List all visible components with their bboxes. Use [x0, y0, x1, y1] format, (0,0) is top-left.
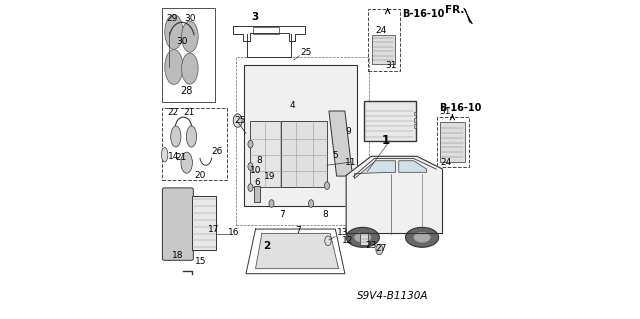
Polygon shape — [329, 111, 353, 176]
Ellipse shape — [186, 126, 196, 147]
Ellipse shape — [167, 19, 181, 45]
Text: 31: 31 — [440, 107, 451, 116]
Bar — [244, 65, 357, 206]
Ellipse shape — [308, 200, 314, 207]
Text: 17: 17 — [208, 225, 220, 234]
Ellipse shape — [346, 227, 380, 247]
Text: 29: 29 — [166, 14, 178, 23]
Text: 3: 3 — [252, 12, 259, 22]
Text: 15: 15 — [195, 257, 207, 266]
Ellipse shape — [181, 152, 193, 173]
Text: 21: 21 — [184, 108, 195, 117]
Text: 30: 30 — [176, 37, 188, 46]
Text: 24: 24 — [376, 26, 387, 34]
Bar — [369, 9, 400, 71]
Text: 8: 8 — [256, 156, 262, 165]
Text: 23: 23 — [365, 241, 377, 250]
Text: 30: 30 — [184, 14, 196, 23]
Text: 14: 14 — [168, 152, 179, 161]
Text: 10: 10 — [250, 166, 261, 175]
Bar — [253, 27, 279, 34]
Text: 20: 20 — [194, 171, 205, 180]
Bar — [162, 8, 215, 102]
Text: 4: 4 — [289, 101, 295, 110]
Bar — [414, 112, 416, 115]
Bar — [414, 124, 416, 128]
Text: 26: 26 — [211, 147, 222, 156]
Ellipse shape — [184, 57, 196, 80]
Text: 2: 2 — [263, 241, 271, 251]
Text: 25: 25 — [300, 48, 312, 57]
Ellipse shape — [182, 53, 198, 84]
Text: 5: 5 — [332, 151, 338, 160]
Ellipse shape — [248, 140, 253, 148]
Ellipse shape — [233, 114, 242, 127]
Text: 11: 11 — [344, 158, 356, 167]
Polygon shape — [255, 234, 339, 269]
Bar — [250, 121, 310, 187]
Text: B-16-10: B-16-10 — [403, 9, 445, 19]
Text: 19: 19 — [264, 172, 275, 181]
Text: 25: 25 — [234, 116, 245, 125]
Polygon shape — [346, 156, 442, 234]
Text: 7: 7 — [296, 226, 301, 235]
Bar — [193, 196, 216, 250]
Text: 7: 7 — [280, 210, 285, 219]
Text: 8: 8 — [323, 210, 328, 219]
Ellipse shape — [171, 126, 181, 147]
Text: 6: 6 — [254, 178, 260, 187]
Text: FR.: FR. — [445, 5, 464, 15]
Ellipse shape — [248, 163, 253, 170]
Bar — [372, 35, 395, 64]
Ellipse shape — [184, 25, 196, 49]
Text: 22: 22 — [168, 108, 179, 117]
Ellipse shape — [355, 232, 371, 242]
Bar — [440, 122, 465, 162]
Ellipse shape — [164, 14, 183, 49]
Bar — [414, 118, 416, 122]
Text: 13: 13 — [337, 228, 348, 237]
FancyBboxPatch shape — [163, 188, 193, 260]
Bar — [437, 117, 468, 167]
Ellipse shape — [376, 244, 383, 255]
Polygon shape — [399, 161, 426, 172]
Ellipse shape — [269, 200, 274, 207]
Text: 18: 18 — [172, 251, 184, 260]
Text: 12: 12 — [342, 236, 353, 245]
Ellipse shape — [324, 182, 330, 189]
Ellipse shape — [182, 21, 198, 52]
Bar — [281, 121, 327, 187]
Bar — [360, 232, 369, 245]
Bar — [162, 108, 227, 180]
Ellipse shape — [406, 227, 438, 247]
Text: 28: 28 — [180, 86, 193, 96]
Text: 21: 21 — [176, 153, 187, 162]
Polygon shape — [253, 186, 260, 202]
Ellipse shape — [414, 232, 430, 242]
Ellipse shape — [248, 184, 253, 191]
Text: 9: 9 — [345, 127, 351, 136]
Text: 24: 24 — [440, 158, 452, 167]
Ellipse shape — [161, 147, 168, 162]
Ellipse shape — [164, 49, 183, 85]
Polygon shape — [355, 161, 396, 179]
Ellipse shape — [167, 54, 181, 80]
Text: B-16-10: B-16-10 — [438, 103, 481, 113]
Bar — [364, 101, 416, 141]
Bar — [236, 57, 369, 225]
Text: 1: 1 — [381, 134, 389, 147]
Text: 31: 31 — [385, 61, 397, 70]
Text: 16: 16 — [228, 228, 239, 237]
Polygon shape — [463, 8, 472, 24]
Text: S9V4-B1130A: S9V4-B1130A — [357, 291, 429, 301]
Text: 27: 27 — [375, 244, 387, 253]
